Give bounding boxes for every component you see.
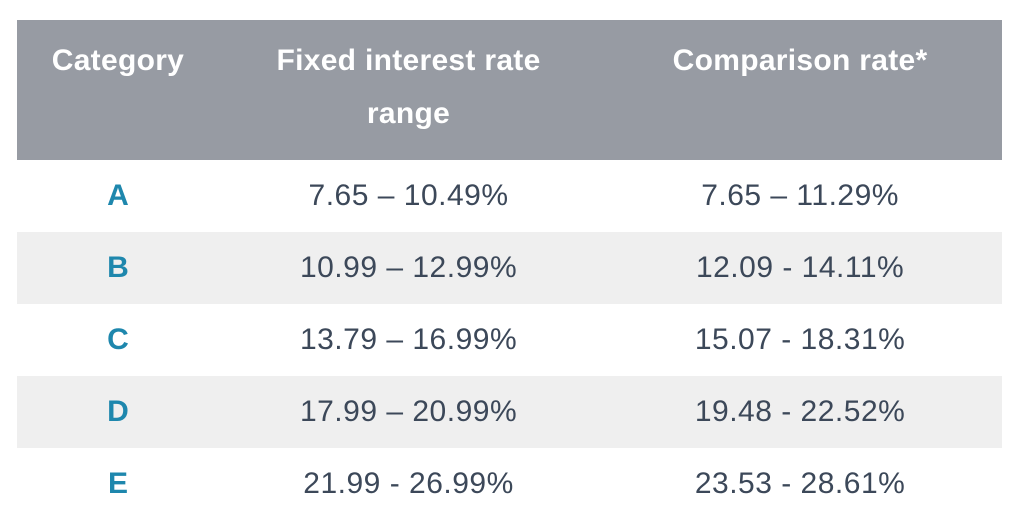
category-cell: E <box>107 467 128 500</box>
column-header-comparison-rate: Comparison rate* <box>598 20 1002 160</box>
fixed-rate-cell: 10.99 – 12.99% <box>299 251 518 284</box>
rates-table: Category Fixed interest rate range Compa… <box>17 20 1002 506</box>
column-header-fixed-rate-label: Fixed interest rate range <box>276 44 541 130</box>
category-cell: D <box>107 395 129 428</box>
fixed-rate-cell: 17.99 – 20.99% <box>299 395 518 428</box>
comparison-rate-cell: 12.09 - 14.11% <box>695 251 905 284</box>
comparison-rate-cell: 23.53 - 28.61% <box>694 467 906 500</box>
column-header-comparison-rate-label: Comparison rate* <box>672 44 928 77</box>
fixed-rate-cell: 13.79 – 16.99% <box>299 323 518 356</box>
table-header-row: Category Fixed interest rate range Compa… <box>17 20 1002 160</box>
category-cell: A <box>107 179 129 212</box>
category-cell: B <box>107 251 129 284</box>
table-row: C 13.79 – 16.99% 15.07 - 18.31% <box>17 304 1002 376</box>
table-row: D 17.99 – 20.99% 19.48 - 22.52% <box>17 376 1002 448</box>
table-row: B 10.99 – 12.99% 12.09 - 14.11% <box>17 232 1002 304</box>
column-header-category: Category <box>17 20 219 160</box>
fixed-rate-cell: 7.65 – 10.49% <box>308 179 509 212</box>
table-row: A 7.65 – 10.49% 7.65 – 11.29% <box>17 160 1002 232</box>
comparison-rate-cell: 15.07 - 18.31% <box>694 323 906 356</box>
column-header-fixed-rate: Fixed interest rate range <box>218 20 599 160</box>
table-row: E 21.99 - 26.99% 23.53 - 28.61% <box>17 448 1002 506</box>
comparison-rate-cell: 7.65 – 11.29% <box>701 179 899 212</box>
comparison-rate-cell: 19.48 - 22.52% <box>694 395 906 428</box>
category-cell: C <box>107 323 129 356</box>
column-header-category-label: Category <box>51 44 185 77</box>
fixed-rate-cell: 21.99 - 26.99% <box>303 467 514 500</box>
